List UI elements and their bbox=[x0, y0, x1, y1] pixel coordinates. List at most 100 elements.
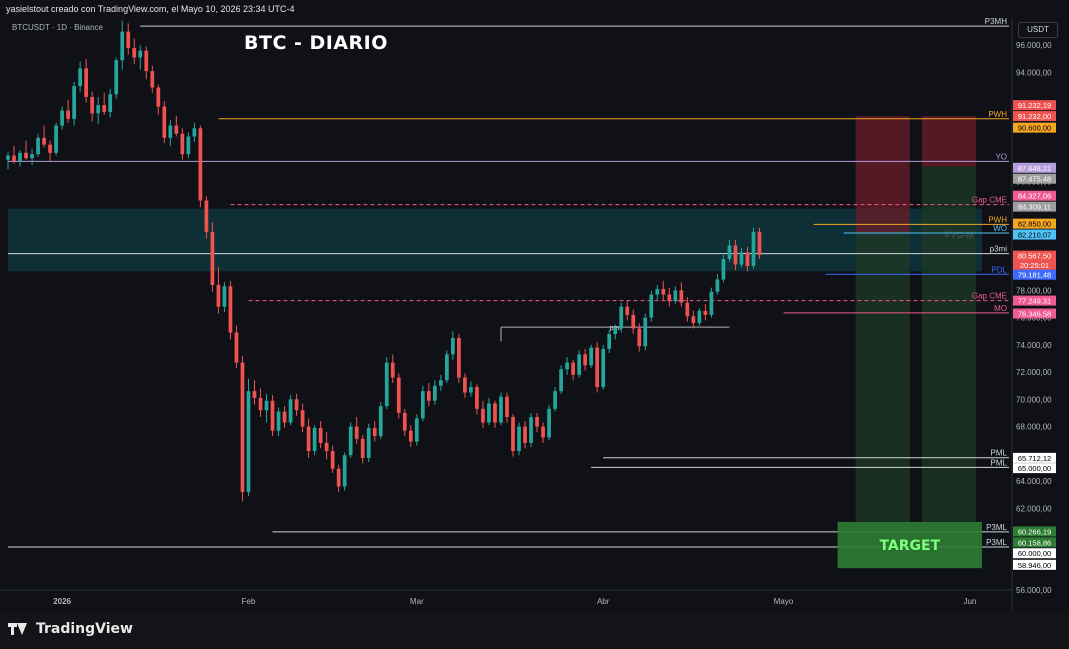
candle-body bbox=[180, 133, 185, 155]
candle-body bbox=[577, 354, 582, 375]
price-label-bg-15 bbox=[1013, 452, 1056, 463]
candle-body bbox=[360, 438, 365, 458]
candle-body bbox=[6, 155, 10, 160]
candle-body bbox=[589, 347, 594, 366]
level-label-12: PML bbox=[991, 458, 1008, 467]
candle-body bbox=[445, 354, 449, 381]
y-tick-label-13: 56.000,00 bbox=[1016, 586, 1052, 595]
candle-body bbox=[186, 136, 191, 155]
price-label-bg-3 bbox=[1013, 122, 1056, 133]
candle-body bbox=[402, 412, 407, 431]
candle-body bbox=[667, 294, 672, 302]
level-label-13: P3ML bbox=[986, 523, 1007, 532]
candle-body bbox=[703, 310, 708, 315]
zones-layer: FVG-M bbox=[8, 116, 982, 522]
currency-button[interactable]: USDT bbox=[1018, 22, 1058, 38]
candle-body bbox=[18, 152, 22, 161]
level-label-6: WO bbox=[993, 224, 1007, 233]
candle-body bbox=[312, 427, 317, 452]
x-tick-label-6: Jun bbox=[963, 597, 976, 606]
candle-body bbox=[559, 369, 563, 392]
price-label-15: 65.712,12 bbox=[1018, 454, 1051, 463]
candle-body bbox=[475, 387, 479, 409]
price-label-11: 20:25:01 bbox=[1020, 261, 1049, 270]
candle-body bbox=[451, 338, 455, 355]
candle-body bbox=[378, 406, 383, 437]
stop-zone-1 bbox=[855, 116, 910, 234]
candle-body bbox=[619, 306, 624, 329]
candle-body bbox=[282, 411, 287, 423]
candle-body bbox=[685, 302, 690, 317]
price-label-6: 84.327,06 bbox=[1018, 192, 1051, 201]
level-label-10: MO bbox=[994, 304, 1007, 313]
attribution-bar: yasielstout creado con TradingView.com, … bbox=[0, 0, 1069, 18]
candle-body bbox=[426, 391, 431, 401]
profit-zone-2 bbox=[921, 166, 976, 522]
candle-body bbox=[252, 391, 257, 398]
candle-body bbox=[372, 427, 377, 437]
candle-body bbox=[126, 31, 131, 48]
price-label-bg-8 bbox=[1013, 218, 1056, 229]
candle-body bbox=[354, 426, 359, 439]
candle-body bbox=[36, 137, 40, 155]
candle-body bbox=[517, 426, 521, 452]
candle-body bbox=[294, 399, 299, 411]
price-label-17: 60.266,19 bbox=[1018, 527, 1051, 536]
y-tick-label-12: 62.000,00 bbox=[1016, 504, 1052, 513]
price-label-bg-17 bbox=[1013, 526, 1056, 537]
candle-body bbox=[174, 125, 179, 134]
price-label-9: 82.210,07 bbox=[1018, 231, 1051, 240]
candle-body bbox=[30, 154, 34, 159]
candle-body bbox=[192, 128, 197, 137]
footer bbox=[0, 610, 1069, 649]
candle-body bbox=[120, 31, 125, 61]
candle-body bbox=[336, 468, 341, 487]
price-label-bg-20 bbox=[1013, 559, 1056, 570]
candle-body bbox=[288, 399, 293, 423]
candle-body bbox=[469, 387, 473, 393]
candle-body bbox=[102, 105, 107, 112]
price-label-7: 84.309,11 bbox=[1018, 203, 1051, 212]
tradingview-logo[interactable]: TradingView bbox=[8, 621, 133, 637]
candle-body bbox=[24, 152, 28, 159]
price-label-bg-11 bbox=[1013, 259, 1056, 270]
candle-body bbox=[505, 396, 509, 418]
candle-body bbox=[198, 128, 203, 201]
candle-body bbox=[535, 417, 539, 427]
price-label-bg-7 bbox=[1013, 201, 1056, 212]
candle-body bbox=[78, 68, 83, 87]
candle-body bbox=[234, 332, 239, 363]
level-label-9: Gap CME bbox=[972, 292, 1007, 301]
candle-body bbox=[306, 426, 311, 452]
candle-body bbox=[595, 347, 600, 388]
candle-body bbox=[156, 87, 161, 107]
level-label-7: p3mi bbox=[990, 245, 1008, 254]
price-label-14: 76.346,58 bbox=[1018, 310, 1051, 319]
candle-body bbox=[204, 200, 209, 232]
candle-body bbox=[438, 380, 443, 386]
candle-body bbox=[324, 442, 329, 452]
x-tick-label-4: Abr bbox=[597, 597, 610, 606]
candle-body bbox=[60, 110, 64, 126]
candle-body bbox=[414, 418, 419, 442]
candle-body bbox=[607, 333, 612, 349]
candle-body bbox=[721, 259, 726, 280]
candle-body bbox=[114, 60, 119, 95]
price-label-12: 79.181,48 bbox=[1018, 271, 1051, 280]
candle-body bbox=[84, 68, 89, 97]
level-label-2: PWH bbox=[988, 110, 1007, 119]
candle-body bbox=[727, 245, 732, 260]
candle-body bbox=[66, 110, 70, 119]
candle-body bbox=[168, 125, 173, 138]
candle-body bbox=[655, 289, 660, 295]
price-label-bg-14 bbox=[1013, 308, 1056, 319]
candle-body bbox=[408, 430, 413, 442]
candle-body bbox=[631, 314, 636, 329]
price-label-bg-1 bbox=[1013, 100, 1056, 111]
price-label-bg-12 bbox=[1013, 269, 1056, 280]
price-labels: 91.232,19 91.232,00 90.600,00 87.648,21 87.4… bbox=[1013, 100, 1056, 570]
price-label-bg-18 bbox=[1013, 537, 1056, 548]
candle-body bbox=[745, 252, 750, 266]
candle-body bbox=[132, 47, 137, 58]
